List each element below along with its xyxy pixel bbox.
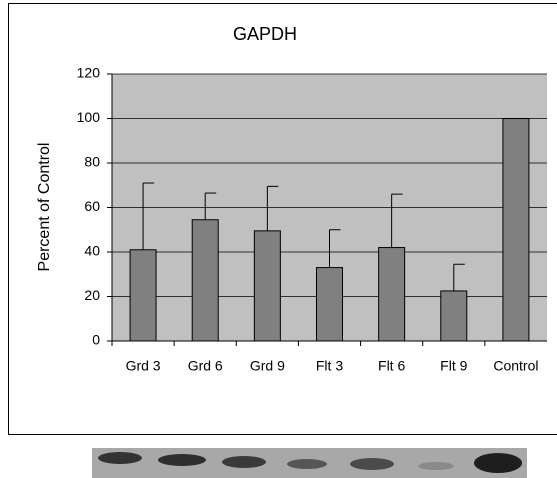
- bar: [317, 268, 343, 341]
- bar: [192, 220, 218, 341]
- y-axis-label: Percent of Control: [36, 143, 53, 272]
- y-tick-label: 100: [77, 109, 101, 125]
- bar: [503, 119, 529, 342]
- y-tick-label: 20: [84, 287, 100, 303]
- y-tick-label: 40: [84, 243, 100, 259]
- x-tick-label: Control: [493, 358, 538, 374]
- x-tick-label: Flt 3: [316, 358, 343, 374]
- x-tick-label: Flt 9: [440, 358, 467, 374]
- y-tick-label: 120: [77, 65, 101, 81]
- y-tick-label: 60: [84, 198, 100, 214]
- bar: [441, 291, 467, 341]
- x-tick-label: Grd 6: [188, 358, 223, 374]
- bar: [254, 231, 280, 341]
- blot-image: [92, 448, 527, 478]
- x-tick-label: Grd 3: [126, 358, 161, 374]
- x-tick-label: Grd 9: [250, 358, 285, 374]
- chart-title: GAPDH: [233, 24, 297, 44]
- x-tick-label: Flt 6: [378, 358, 405, 374]
- page: {"chart_data": {"type": "bar", "title": …: [0, 0, 557, 478]
- chart: GAPDH Percent of Control 0 20 40 60 80 100 120…: [0, 0, 557, 478]
- y-tick-label: 80: [84, 154, 100, 170]
- bar: [379, 248, 405, 341]
- bar: [130, 250, 156, 341]
- y-tick-label: 0: [92, 332, 100, 348]
